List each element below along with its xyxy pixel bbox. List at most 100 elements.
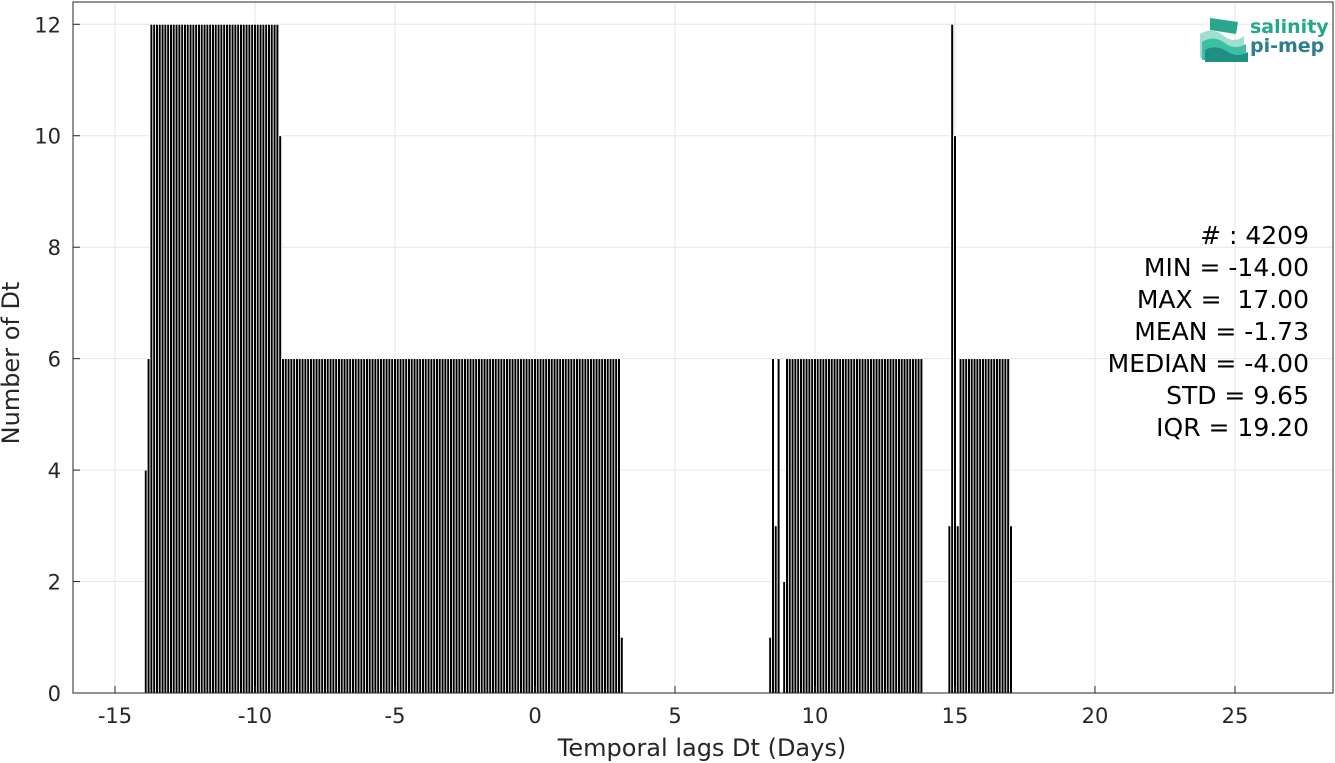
histogram-bar (575, 358, 579, 694)
histogram-bar (572, 358, 576, 694)
histogram-bar (292, 358, 296, 694)
histogram-bar (479, 358, 484, 694)
histogram-bar (869, 358, 873, 694)
histogram-bar (592, 358, 596, 694)
x-tick-label: 5 (668, 704, 681, 728)
stat-line: MEDIAN = -4.00 (1108, 349, 1309, 378)
histogram-bar (387, 358, 392, 694)
histogram-bar (533, 358, 537, 694)
histogram-bar (880, 358, 884, 694)
histogram-bar (216, 23, 221, 694)
histogram-bar (771, 358, 775, 694)
histogram-bar (239, 23, 243, 694)
histogram-bar (359, 358, 364, 694)
histogram-bar (916, 358, 921, 694)
histogram-bar (600, 358, 604, 694)
histogram-bar (606, 358, 610, 694)
x-tick-label: 20 (1082, 704, 1109, 728)
histogram-bar (253, 23, 257, 694)
histogram-bar (418, 358, 422, 694)
histogram-bar (958, 358, 963, 694)
histogram-bar (404, 358, 408, 694)
histogram-bar (314, 358, 319, 694)
histogram-bar (810, 358, 814, 694)
histogram-bar (443, 358, 448, 694)
histogram-bar (286, 358, 291, 694)
histogram-bar (998, 358, 1002, 694)
histogram-bar (1006, 358, 1010, 694)
histogram-bar (1009, 525, 1013, 694)
histogram-bar (177, 23, 182, 694)
y-tick-label: 4 (48, 459, 61, 483)
x-tick-label: -5 (385, 704, 406, 728)
histogram-bar (180, 23, 185, 694)
histogram-bar (558, 358, 562, 694)
histogram-bar (947, 525, 952, 694)
histogram-bar (311, 358, 316, 694)
histogram-bar (432, 358, 436, 694)
histogram-bar (191, 23, 196, 694)
histogram-bar (171, 23, 176, 694)
histogram-bar (353, 358, 358, 694)
histogram-bar (586, 358, 590, 694)
histogram-bar (788, 358, 792, 694)
histogram-bar (367, 358, 372, 694)
histogram-bar (561, 358, 565, 694)
histogram-bar (320, 358, 324, 694)
histogram-bar (824, 358, 828, 694)
histogram-bar (888, 358, 893, 694)
histogram-bar (143, 469, 148, 694)
histogram-bar (295, 358, 299, 694)
histogram-bar (858, 358, 862, 694)
histogram-bar (566, 358, 571, 694)
histogram-bar (269, 23, 274, 694)
histogram-bar (776, 358, 781, 694)
histogram-bar (393, 358, 397, 694)
histogram-bar (185, 23, 190, 694)
histogram-bar (449, 358, 453, 694)
histogram-bar (527, 358, 532, 694)
histogram-bar (460, 358, 464, 694)
logo-text-salinity: salinity (1250, 16, 1329, 38)
histogram-bar (370, 358, 375, 694)
histogram-bar (846, 358, 851, 694)
histogram-bar (547, 358, 551, 694)
histogram-bar (222, 23, 227, 694)
histogram-bar (194, 23, 199, 694)
histogram-bar (197, 23, 201, 694)
histogram-bar (860, 358, 865, 694)
histogram-bar (264, 23, 268, 694)
y-tick-label: 10 (34, 125, 61, 149)
histogram-bar (325, 358, 330, 694)
histogram-bar (536, 358, 540, 694)
histogram-bar (401, 358, 406, 694)
histogram-bar (258, 23, 263, 694)
stat-line: STD = 9.65 (1166, 381, 1309, 410)
x-axis-label: Temporal lags Dt (Days) (557, 734, 846, 762)
histogram-bar (524, 358, 529, 694)
histogram-bar (872, 358, 876, 694)
histogram-bar (818, 358, 823, 694)
histogram-bar (275, 23, 280, 694)
histogram-bar (953, 135, 957, 694)
histogram-bar (967, 358, 971, 694)
histogram-bar (169, 23, 173, 694)
histogram-bar (429, 358, 434, 694)
histogram-bar (832, 358, 837, 694)
histogram-bar (608, 358, 613, 694)
histogram-bar (891, 358, 896, 694)
histogram-bar (886, 358, 890, 694)
histogram-bar (435, 358, 439, 694)
histogram-bar (457, 358, 462, 694)
histogram-bar (485, 358, 490, 694)
histogram-bar (289, 358, 294, 694)
bars (143, 23, 1013, 694)
histogram-bar (866, 358, 870, 694)
histogram-bar (160, 23, 165, 694)
histogram-bar (821, 358, 826, 694)
histogram-bar (790, 358, 795, 694)
histogram-bar (174, 23, 179, 694)
histogram-bar (152, 23, 157, 694)
histogram-bar (323, 358, 327, 694)
histogram-bar (877, 358, 882, 694)
